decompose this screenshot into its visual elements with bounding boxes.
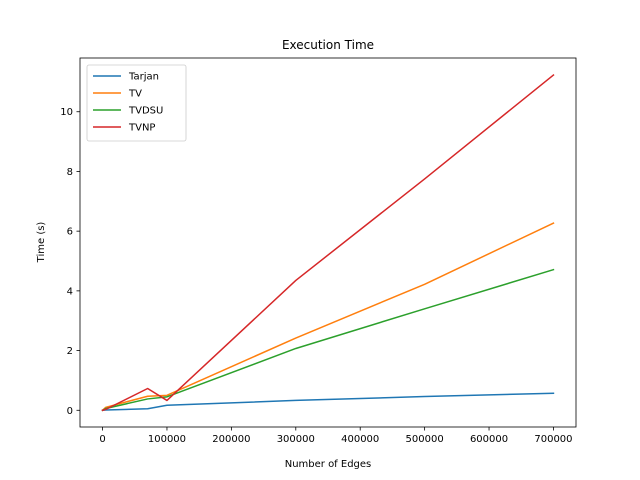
x-tick-label-6: 600000 [470, 434, 508, 445]
legend-box [86, 64, 187, 142]
legend-entry-tvnp: TVNP [128, 123, 155, 134]
series-line-tvdsu [101, 268, 555, 412]
x-tick-label-4: 400000 [341, 434, 379, 445]
y-tick-label-3: 6 [67, 227, 73, 238]
y-tick-label-2: 4 [67, 286, 73, 297]
legend-entry-tvdsu: TVDSU [128, 106, 163, 117]
x-axis-label: Number of Edges [285, 459, 372, 470]
axes-layer: 0 100000 200000 300000 400000 500000 600000 700… [60, 57, 577, 445]
chart-title: Execution Time [282, 38, 374, 52]
y-axis-label: Time (s) [36, 222, 47, 264]
y-tick-label-0: 0 [67, 406, 73, 417]
x-tick-label-2: 200000 [212, 434, 250, 445]
series-layer [101, 73, 555, 412]
y-tick-label-1: 2 [67, 346, 73, 357]
y-tick-label-5: 10 [60, 107, 73, 118]
x-tick-label-5: 500000 [406, 434, 444, 445]
legend-entry-tv: TV [128, 89, 142, 100]
series-line-tv [101, 222, 555, 412]
legend: Tarjan TV TVDSU TVNP [86, 64, 187, 142]
legend-entry-tarjan: Tarjan [128, 72, 159, 83]
x-tick-label-0: 0 [99, 434, 105, 445]
x-tick-label-1: 100000 [148, 434, 186, 445]
y-tick-label-4: 8 [67, 167, 73, 178]
x-tick-label-7: 700000 [534, 434, 572, 445]
series-line-tvnp [101, 73, 555, 412]
axes-frame [79, 57, 577, 428]
x-tick-label-3: 300000 [277, 434, 315, 445]
